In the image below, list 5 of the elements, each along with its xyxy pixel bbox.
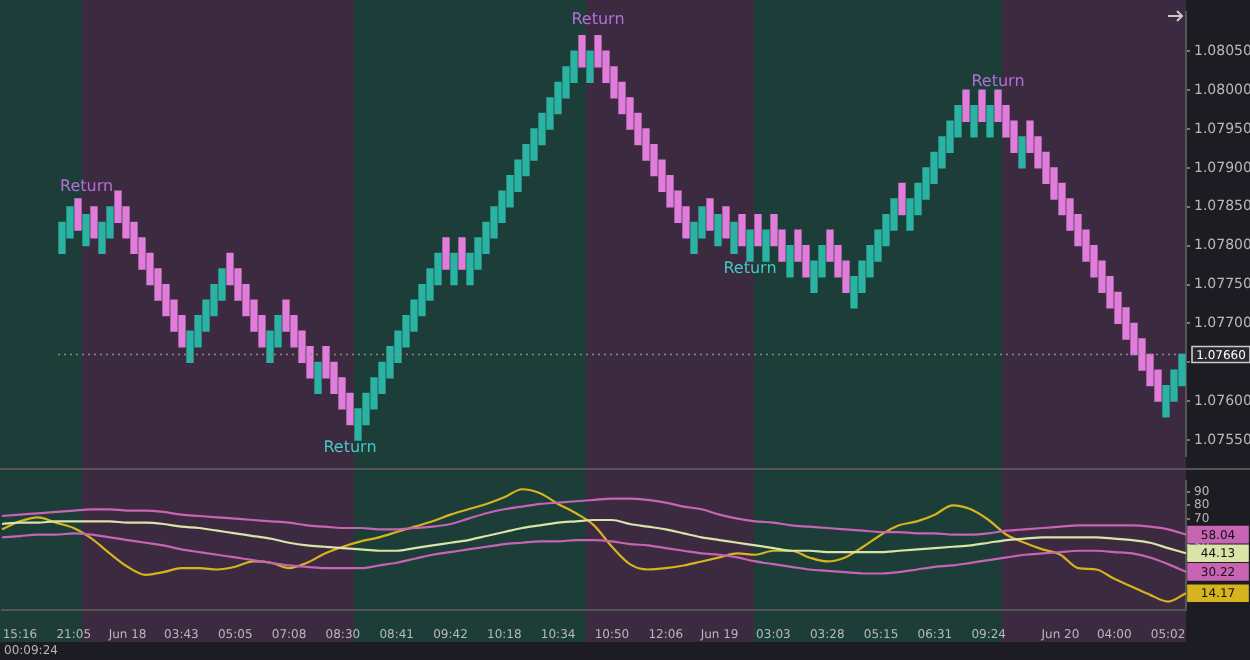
annotation: Return (971, 72, 1025, 91)
annotation: Return (60, 177, 114, 196)
annotation: Return (323, 438, 377, 457)
annotation: Return (571, 10, 625, 29)
annotation: Return (723, 259, 777, 278)
